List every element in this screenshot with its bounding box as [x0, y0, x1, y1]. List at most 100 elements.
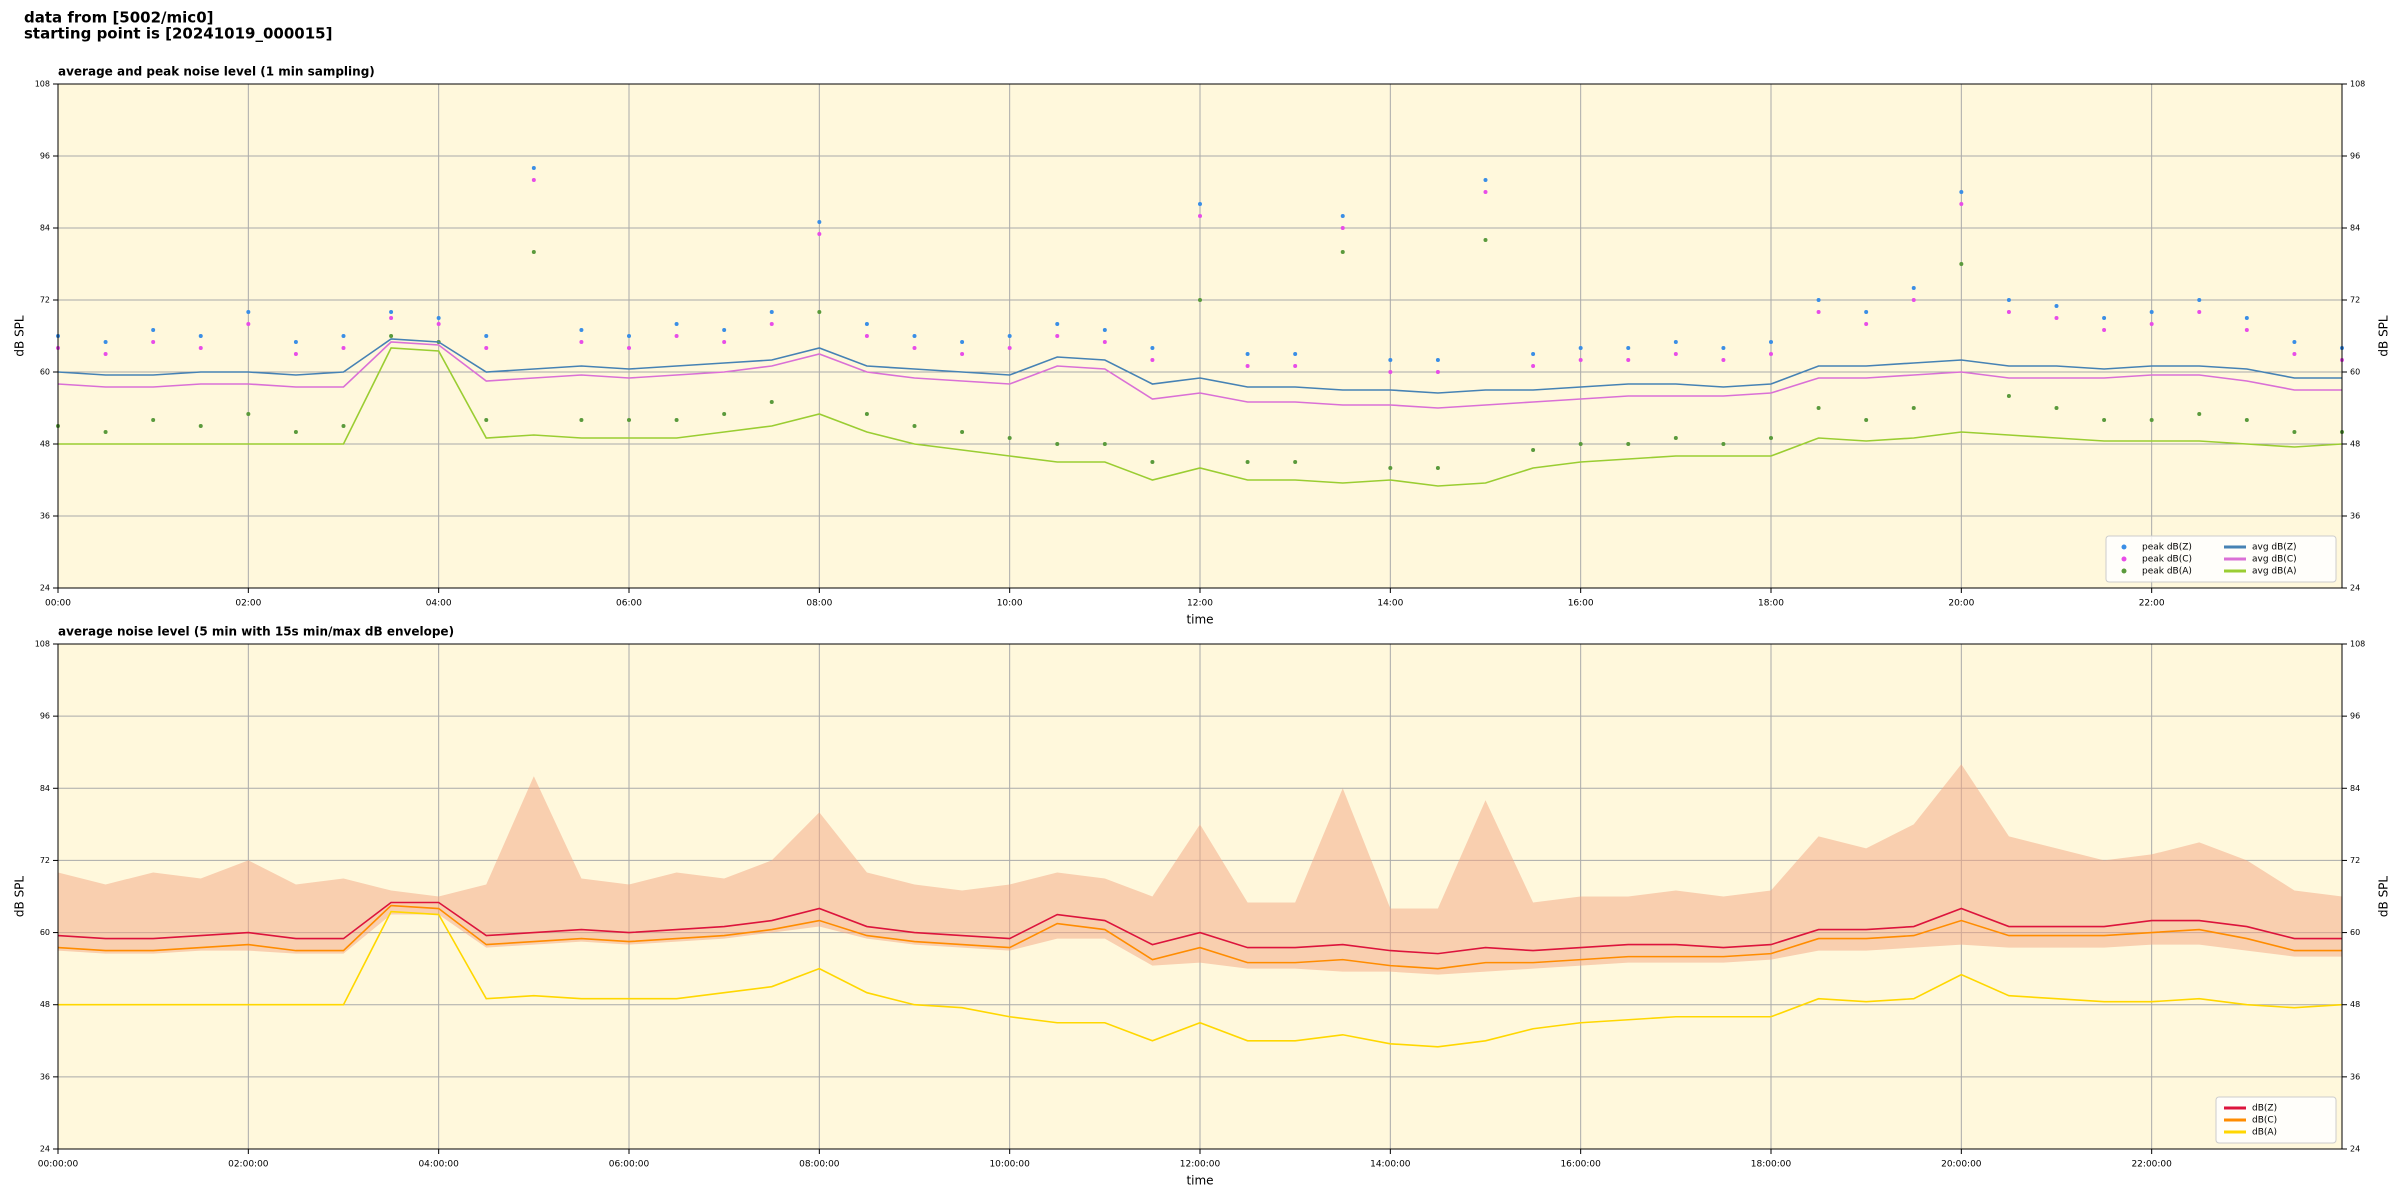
- x-tick-label: 20:00: [1948, 599, 1974, 609]
- peak-point: [1340, 226, 1345, 230]
- peak-point: [484, 418, 489, 422]
- y-axis-label: dB SPL: [13, 876, 27, 918]
- y2-tick-label: 72: [2350, 856, 2360, 865]
- peak-point: [627, 334, 631, 338]
- peak-point: [531, 178, 536, 182]
- peak-point: [960, 352, 965, 356]
- series-line: [58, 910, 2343, 1048]
- header-line: data from [5002/mic0]: [24, 9, 214, 27]
- peak-point: [674, 334, 679, 338]
- peak-point: [1102, 442, 1107, 446]
- peak-point: [1626, 346, 1631, 350]
- peak-point: [1435, 358, 1440, 362]
- peak-point: [1150, 346, 1155, 350]
- legend-label: peak dB(Z): [2142, 543, 2192, 553]
- x-tick-label: 10:00: [997, 599, 1023, 609]
- y-tick-label: 60: [40, 928, 50, 937]
- peak-point: [1721, 442, 1726, 446]
- peak-point: [2102, 316, 2107, 320]
- peak-point: [864, 334, 869, 338]
- peak-point: [2054, 406, 2059, 410]
- peak-point: [1626, 442, 1631, 446]
- y2-tick-label: 24: [2350, 1145, 2360, 1154]
- peak-point: [1150, 358, 1155, 362]
- peak-point: [1483, 190, 1488, 194]
- y2-tick-label: 24: [2350, 584, 2360, 593]
- peak-point: [1531, 448, 1536, 452]
- peak-point: [1198, 214, 1202, 218]
- peak-point: [1198, 298, 1202, 302]
- peak-point: [579, 418, 584, 422]
- peak-point: [817, 220, 822, 224]
- envelope: [58, 764, 2342, 975]
- peak-point: [1578, 442, 1583, 446]
- peak-point: [389, 316, 394, 320]
- y-tick-label: 108: [35, 640, 50, 649]
- peak-point: [1816, 298, 1821, 302]
- x-tick-label: 04:00:00: [418, 1160, 459, 1170]
- peak-point: [1959, 262, 1964, 266]
- series-line: [57, 904, 2342, 970]
- peak-point: [1435, 370, 1440, 374]
- peak-point: [1959, 190, 1964, 194]
- peak-point: [1673, 436, 1678, 440]
- y2-tick-label: 36: [2350, 512, 2360, 521]
- y2-tick-label: 84: [2350, 224, 2360, 233]
- y2-tick-label: 84: [2350, 784, 2360, 793]
- peak-point: [1673, 340, 1678, 344]
- peak-point: [2054, 316, 2059, 320]
- x-tick-label: 10:00:00: [989, 1160, 1030, 1170]
- peak-point: [1245, 352, 1250, 356]
- peak-point: [769, 400, 774, 404]
- x-tick-label: 20:00:00: [1941, 1160, 1982, 1170]
- x-tick-label: 16:00: [1568, 599, 1594, 609]
- y2-tick-label: 108: [2350, 640, 2365, 649]
- peak-point: [2197, 310, 2202, 314]
- y-tick-label: 96: [40, 152, 50, 161]
- peak-point: [2149, 322, 2154, 326]
- x-tick-label: 06:00:00: [609, 1160, 650, 1170]
- x-tick-label: 08:00: [806, 599, 832, 609]
- x-tick-label: 22:00: [2139, 599, 2165, 609]
- peak-point: [1245, 364, 1250, 368]
- peak-point: [722, 340, 727, 344]
- peak-point: [1721, 358, 1726, 362]
- peak-point: [1911, 286, 1916, 290]
- peak-point: [1626, 358, 1631, 362]
- x-tick-label: 06:00: [616, 599, 642, 609]
- x-tick-label: 02:00: [235, 599, 261, 609]
- peak-point: [151, 328, 156, 332]
- peak-point: [1531, 364, 1536, 368]
- peak-point: [1769, 340, 1773, 344]
- legend-marker: [2121, 544, 2127, 550]
- x-tick-label: 00:00:00: [38, 1160, 79, 1170]
- peak-point: [1245, 460, 1250, 464]
- peak-point: [1102, 340, 1107, 344]
- peak-point: [1435, 466, 1440, 470]
- y2-tick-label: 96: [2350, 152, 2360, 161]
- legend-marker: [2121, 568, 2127, 574]
- peak-point: [1102, 328, 1107, 332]
- peak-point: [531, 250, 536, 254]
- peak-point: [2244, 418, 2249, 422]
- peak-point: [1721, 346, 1726, 350]
- peak-point: [912, 346, 917, 350]
- peak-point: [722, 328, 727, 332]
- peak-point: [1055, 322, 1060, 326]
- peak-point: [436, 316, 441, 320]
- y2-tick-label: 60: [2350, 368, 2360, 377]
- peak-point: [1911, 406, 1916, 410]
- legend-label: dB(Z): [2252, 1104, 2277, 1114]
- peak-point: [246, 412, 251, 416]
- y-tick-label: 24: [40, 1145, 50, 1154]
- peak-point: [484, 346, 489, 350]
- y2-tick-label: 60: [2350, 928, 2360, 937]
- peak-point: [627, 418, 631, 422]
- peak-point: [103, 340, 108, 344]
- peak-point: [1864, 310, 1869, 314]
- peak-point: [769, 322, 774, 326]
- x-axis-label: time: [1186, 613, 1213, 627]
- x-tick-label: 22:00:00: [2131, 1160, 2172, 1170]
- y-tick-label: 36: [40, 1072, 50, 1081]
- peak-point: [2292, 430, 2297, 434]
